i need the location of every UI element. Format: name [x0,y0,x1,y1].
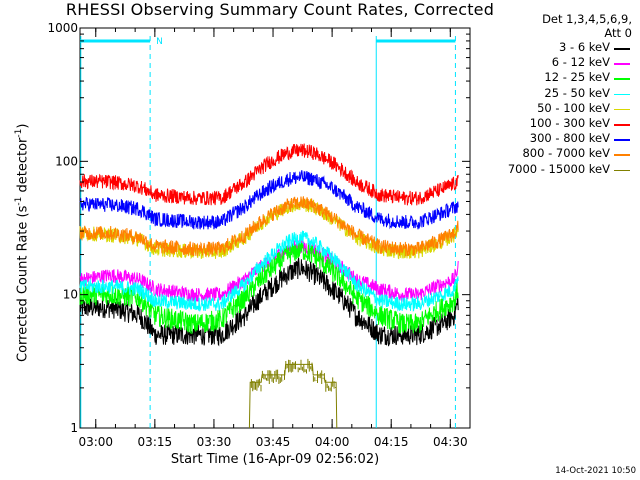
x-tick-label-03:00: 03:00 [78,435,113,449]
plot-frame [79,27,471,429]
legend-item: 300 - 800 keV [470,131,638,146]
legend-label: 300 - 800 keV [529,131,610,146]
series-lines [79,143,459,429]
legend: 3 - 6 keV 6 - 12 keV 12 - 25 keV 25 - 50 ke… [470,40,638,177]
legend-item: 25 - 50 keV [470,86,638,101]
series-line-3-6-kev [79,257,459,347]
legend-label: 3 - 6 keV [559,40,610,54]
y-tick-label-1: 1 [70,421,78,435]
legend-item: 12 - 25 keV [470,70,638,85]
legend-item: 800 - 7000 keV [470,146,638,161]
legend-swatch [614,93,630,96]
series-line-800-7000-kev [79,196,459,258]
series-line-7000-15000-kev [248,358,338,429]
series-line-12-25-kev [79,238,459,335]
chart-title: RHESSI Observing Summary Count Rates, Co… [65,0,495,19]
legend-item: 50 - 100 keV [470,101,638,116]
y-tick-label-10: 10 [63,288,78,302]
annotations: N [80,36,456,428]
legend-label: 800 - 7000 keV [522,146,610,161]
x-tick-label-03:15: 03:15 [138,435,173,449]
x-tick-label-04:30: 04:30 [433,435,468,449]
legend-label: 12 - 25 keV [544,70,610,85]
legend-header-attenuator: Att 0 [604,26,632,40]
legend-label: 25 - 50 keV [544,85,610,100]
x-tick-label-03:45: 03:45 [256,435,291,449]
y-tick-label-1000: 1000 [47,21,78,35]
series-line-6-12-kev [79,238,459,302]
legend-swatch [614,169,630,172]
x-axis-label: Start Time (16-Apr-09 02:56:02) [170,452,380,467]
x-tick-label-03:30: 03:30 [197,435,232,449]
legend-item: 3 - 6 keV [470,40,638,55]
series-line-25-50-kev [79,230,459,312]
legend-label: 100 - 300 keV [529,115,610,130]
y-tick-label-100: 100 [55,154,78,168]
x-axis: 03:00 03:15 03:30 03:45 04:00 04:15 04:30 [78,28,471,449]
legend-item: 6 - 12 keV [470,55,638,70]
plot-border [79,27,471,429]
legend-swatch [614,123,630,126]
legend-swatch [614,63,630,65]
legend-item: 100 - 300 keV [470,116,638,131]
legend-item: 7000 - 15000 keV [470,162,638,177]
legend-label: 7000 - 15000 keV [507,161,610,176]
attenuator-label: N [156,37,163,47]
legend-swatch [614,108,630,111]
x-tick-label-04:00: 04:00 [315,435,350,449]
series-line-100-300-kev [79,143,459,206]
legend-label: 50 - 100 keV [537,100,610,115]
y-axis-label: Corrected Count Rate (s-1 detector-1) [14,123,31,362]
legend-swatch [614,154,630,156]
y-axis: 1 10 100 1000 [47,21,470,435]
footer-date: 14-Oct-2021 10:50 [555,466,636,476]
x-tick-label-04:15: 04:15 [374,435,409,449]
legend-swatch [614,48,630,50]
legend-label: 6 - 12 keV [551,55,610,70]
series-line-300-800-kev [79,170,459,230]
legend-swatch [614,139,630,141]
legend-header-detectors: Det 1,3,4,5,6,9, [542,12,632,26]
legend-swatch [614,78,630,80]
